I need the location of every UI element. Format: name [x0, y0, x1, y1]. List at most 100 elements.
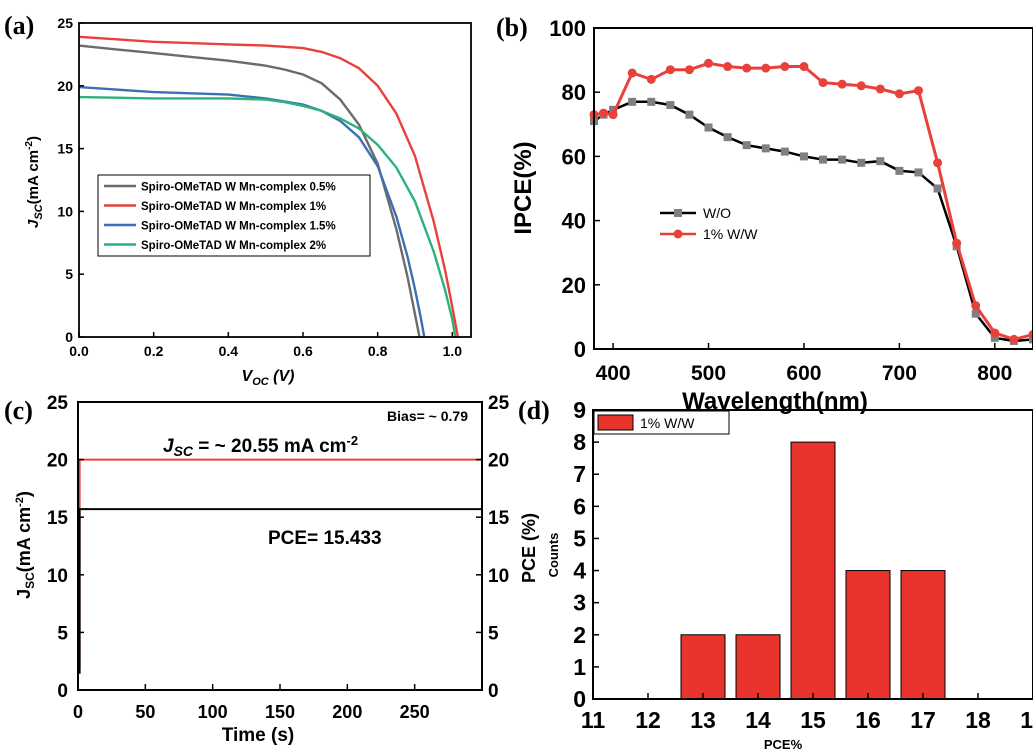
- panel-b-point-w-o: [838, 155, 847, 164]
- panel-d-bar: [790, 441, 836, 700]
- panel-b-point-w-o: [914, 168, 923, 177]
- panel-d-x-tick-label: 16: [855, 707, 881, 733]
- panel-b-x-tick-label: 800: [977, 362, 1012, 385]
- panel-b-y-tick-label: 100: [549, 16, 586, 41]
- panel-a-x-tick-label: 0.0: [69, 343, 89, 359]
- panel-d-y-tick-label: 5: [573, 525, 586, 551]
- panel-d-x-tick-label: 12: [635, 707, 661, 733]
- panel-a-legend: Spiro-OMeTAD W Mn-complex 0.5% Spiro-OMeT…: [97, 174, 371, 257]
- panel-c-y2-tick-label: 15: [488, 508, 510, 529]
- panel-b-point-w-o: [780, 147, 789, 156]
- panel-c-y2-axis-label: PCE (%): [519, 513, 539, 583]
- panel-b-label: (b): [496, 13, 528, 42]
- panel-b-point-1-w-w: [971, 301, 981, 311]
- panel-d-x-axis-label: PCE%: [764, 737, 803, 751]
- panel-c-x-tick-label: 0: [73, 702, 83, 722]
- panel-b-point-w-o: [857, 158, 866, 167]
- panel-b-point-w-o: [819, 155, 828, 164]
- panel-a-x-tick-label: 0.6: [293, 343, 313, 359]
- panel-b-legend-entry: W/O: [703, 205, 731, 221]
- panel-b-point-w-o: [704, 123, 713, 132]
- svg-text:JSC(mA cm-2): JSC(mA cm-2): [24, 136, 45, 228]
- panel-a-y-tick-label: 15: [57, 141, 73, 157]
- panel-c-y2-tick-label: 25: [488, 393, 510, 414]
- panel-b-point-1-w-w: [1028, 330, 1033, 340]
- panel-b-point-w-o: [761, 144, 770, 153]
- panel-b-x-tick-label: 700: [882, 362, 917, 385]
- panel-d-y-tick-label: 6: [573, 493, 586, 519]
- panel-c-x-tick-label: 200: [332, 702, 362, 722]
- panel-c-y2-tick-label: 20: [488, 451, 509, 472]
- panel-c-y-tick-label: 15: [47, 508, 69, 529]
- panel-c-y-tick-label: 25: [47, 393, 69, 414]
- panel-b-y-tick-label: 20: [562, 273, 586, 298]
- panel-d-x-tick-label: 17: [910, 707, 936, 733]
- svg-text:JSC(mA cm-2): JSC(mA cm-2): [14, 491, 37, 599]
- panel-b-legend-marker: [674, 209, 682, 217]
- panel-d-x-tick-label: 18: [965, 707, 991, 733]
- panel-b-point-w-o: [685, 110, 694, 119]
- panel-c-y-axis-label: JSC(mA cm-2): [14, 491, 37, 599]
- panel-b-point-1-w-w: [761, 63, 771, 73]
- panel-b-x-tick-label: 500: [691, 362, 726, 385]
- panel-a-x-tick-label: 0.8: [368, 343, 388, 359]
- panel-b-point-1-w-w: [684, 65, 694, 75]
- panel-b-point-1-w-w: [599, 108, 609, 118]
- panel-b-point-1-w-w: [875, 84, 885, 94]
- panel-c-x-tick-label: 100: [198, 702, 228, 722]
- panel-a-label: (a): [4, 11, 34, 40]
- panel-a-jv-curves: (a) 0.0 0.2 0.4 0.6 0.8 1.0 0 5 10 15 20 25 VOC (V)…: [4, 11, 472, 388]
- panel-a-y-tick-label: 20: [57, 78, 73, 94]
- panel-b-point-1-w-w: [742, 63, 752, 73]
- panel-b-point-w-o: [742, 141, 751, 150]
- panel-d-y-tick-label: 2: [573, 622, 586, 648]
- panel-d-y-axis-label: Counts: [546, 533, 561, 578]
- panel-b-point-w-o: [799, 152, 808, 161]
- panel-b-point-1-w-w: [894, 89, 904, 99]
- panel-b-point-1-w-w: [799, 62, 809, 72]
- panel-b-y-axis-label: IPCE(%): [510, 141, 537, 234]
- panel-b-point-1-w-w: [818, 78, 828, 88]
- panel-d-y-tick-label: 1: [573, 654, 586, 680]
- panel-b-legend-marker: [673, 229, 683, 239]
- panel-c-x-axis-label: Time (s): [222, 725, 295, 746]
- panel-d-y-tick-label: 8: [573, 429, 586, 455]
- panel-d-x-tick-label: 15: [800, 707, 826, 733]
- panel-b-series-line-1-w-w: [593, 61, 1033, 341]
- panel-d-x-tick-label: 14: [745, 707, 771, 733]
- panel-c-x-tick-label: 50: [135, 702, 155, 722]
- panel-b-legend-entry: 1% W/W: [703, 226, 758, 242]
- svg-text:JSC = ~ 20.55 mA cm-2: JSC = ~ 20.55 mA cm-2: [163, 433, 358, 459]
- panel-a-x-tick-label: 0.2: [144, 343, 164, 359]
- panel-c-y-tick-label: 10: [47, 566, 68, 587]
- panel-b-point-w-o: [876, 157, 885, 166]
- panel-d-legend-entry: 1% W/W: [640, 415, 695, 431]
- panel-b-legend: W/O 1% W/W: [660, 205, 758, 242]
- panel-c-bias-annotation: Bias= ~ 0.79: [387, 408, 468, 424]
- panel-b-point-w-o: [933, 184, 942, 193]
- panel-d-bar: [900, 570, 946, 700]
- panel-d-histogram: (d) 1112131415161718190123456789 PCE% Co…: [518, 396, 1033, 751]
- panel-b-point-w-o: [723, 133, 732, 142]
- panel-d-x-tick-label: 13: [690, 707, 716, 733]
- panel-b-frame: [593, 27, 1033, 350]
- panel-b-point-1-w-w: [856, 81, 866, 91]
- panel-b-point-w-o: [609, 105, 618, 114]
- panel-d-label: (d): [518, 396, 550, 425]
- panel-b-point-1-w-w: [933, 158, 943, 168]
- panel-a-series-line-3: [78, 95, 457, 338]
- panel-d-y-tick-label: 3: [573, 590, 586, 616]
- panel-a-x-tick-label: 0.4: [219, 343, 239, 359]
- panel-b-point-1-w-w: [627, 68, 637, 78]
- panel-a-series-line-0: [78, 44, 421, 338]
- svg-text:VOC (V): VOC (V): [242, 368, 295, 388]
- panel-c-jsc-annotation: JSC = ~ 20.55 mA cm-2: [163, 433, 358, 459]
- panel-c-pce-annotation: PCE= 15.433: [268, 528, 382, 549]
- panel-a-legend-entry: Spiro-OMeTAD W Mn-complex 1%: [141, 201, 326, 213]
- panel-c-y-tick-label: 0: [57, 681, 68, 702]
- panel-b-point-w-o: [971, 309, 980, 318]
- panel-c-y2-tick-label: 0: [488, 681, 499, 702]
- panel-d-y-tick-label: 0: [573, 686, 586, 712]
